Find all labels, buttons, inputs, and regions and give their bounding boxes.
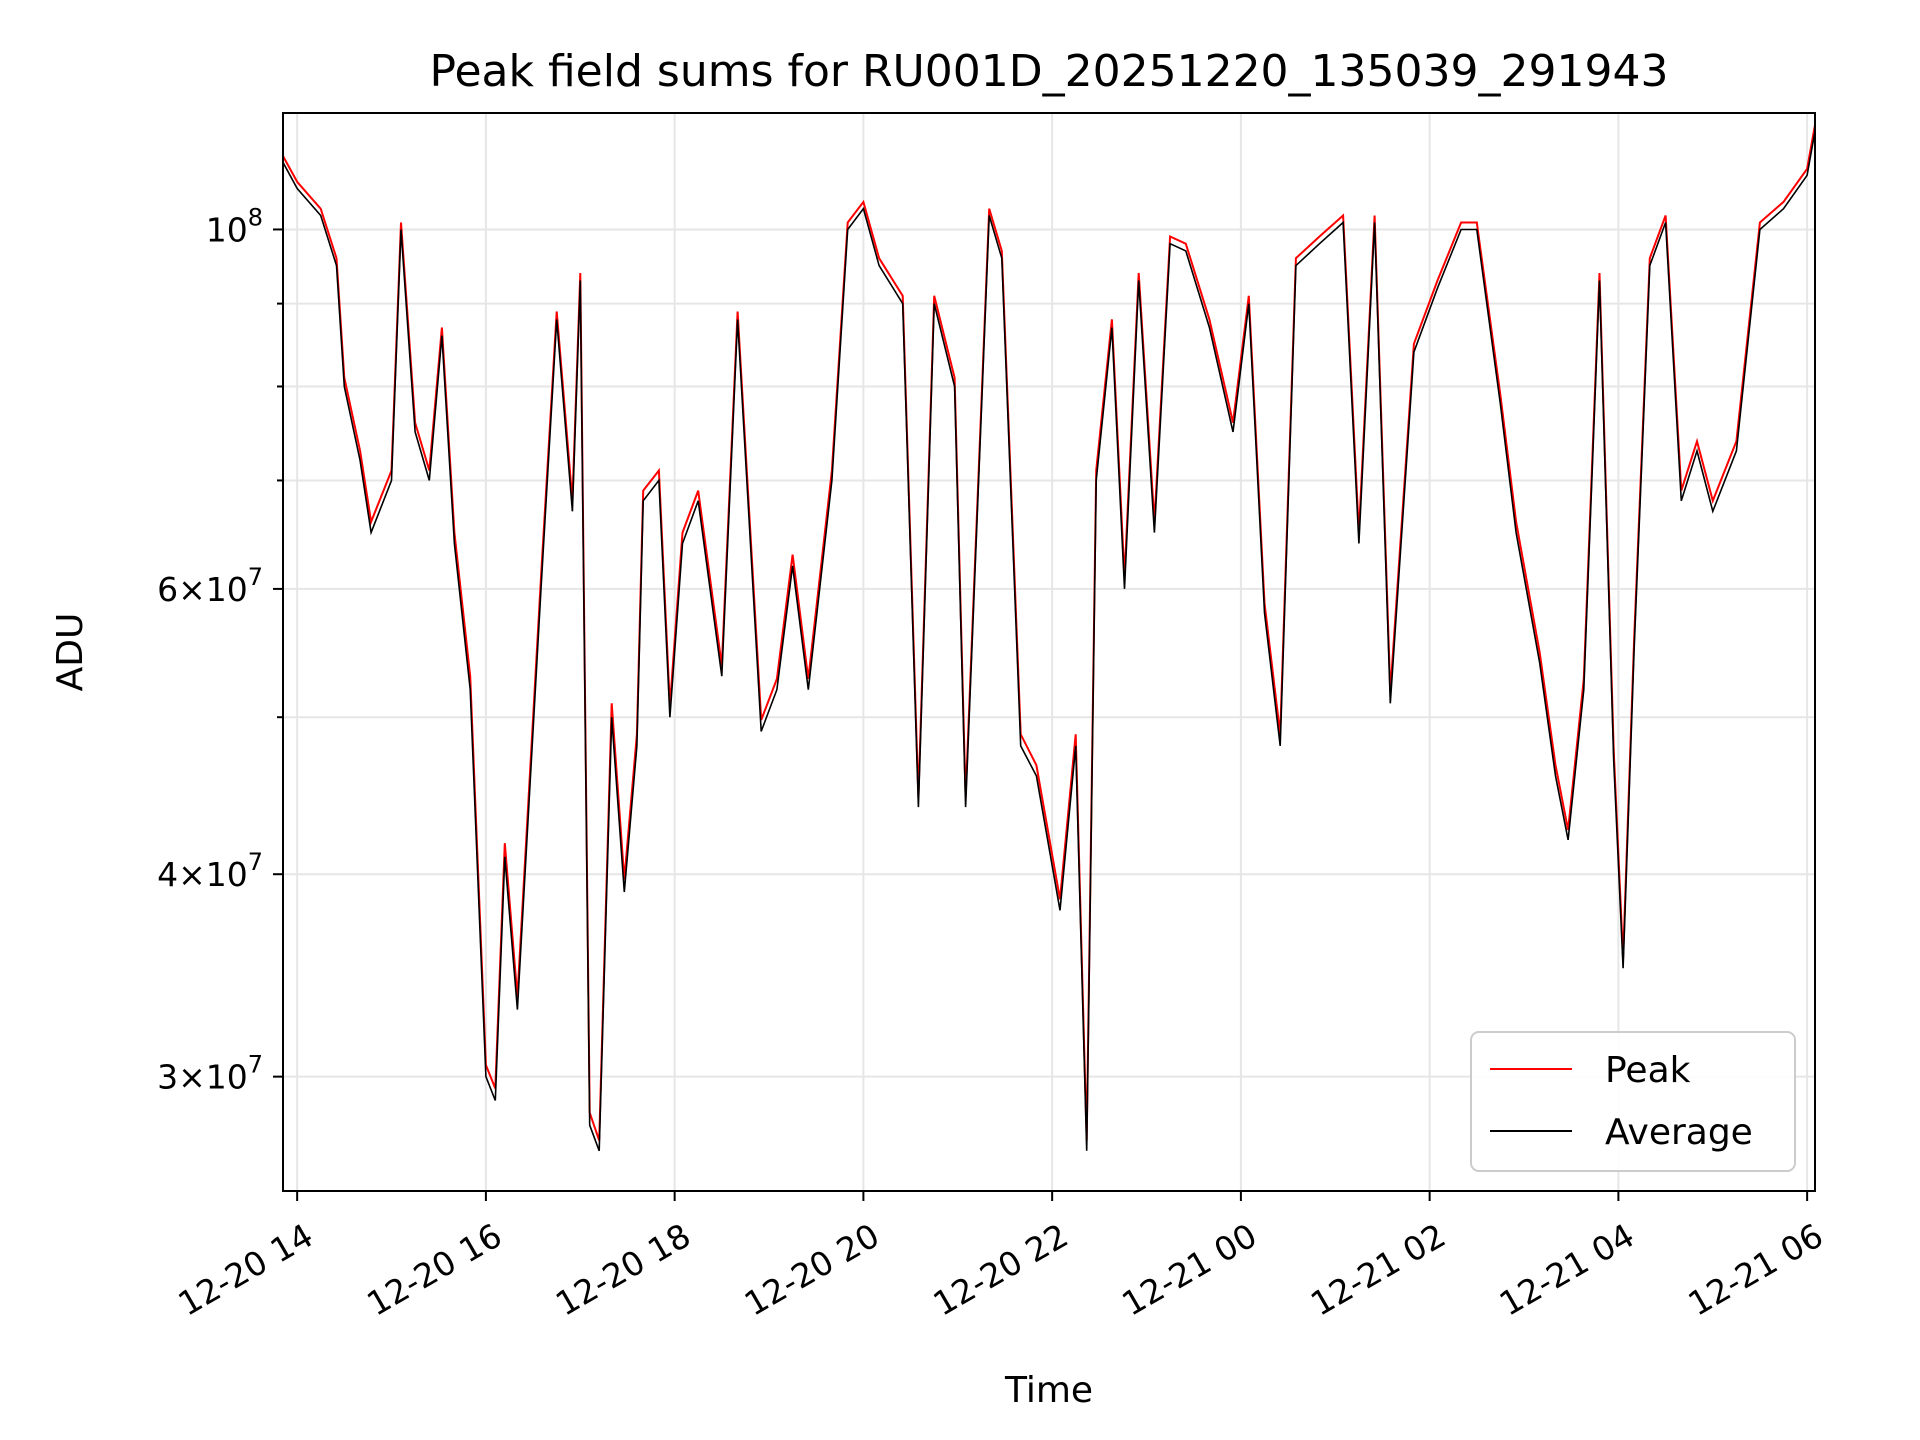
legend-box xyxy=(1470,1031,1796,1172)
legend: Peak Average xyxy=(1470,1031,1796,1172)
plot-frame xyxy=(282,112,1816,1192)
legend-label-average: Average xyxy=(1605,1112,1753,1153)
y-axis-label: ADU xyxy=(50,613,91,692)
y-axis: 3×107 4×107 6×107 108 xyxy=(157,203,283,1097)
x-axis-label: Time xyxy=(1004,1370,1093,1411)
y-tick-label: 6×107 xyxy=(157,563,263,609)
series-line-average xyxy=(283,130,1815,1152)
y-tick-label: 4×107 xyxy=(157,848,263,894)
plot-area xyxy=(283,124,1815,1152)
y-tick-label: 3×107 xyxy=(157,1051,263,1097)
y-tick-label: 108 xyxy=(206,203,263,249)
legend-label-peak: Peak xyxy=(1605,1050,1691,1091)
chart-title: Peak field sums for RU001D_20251220_1350… xyxy=(430,46,1669,97)
